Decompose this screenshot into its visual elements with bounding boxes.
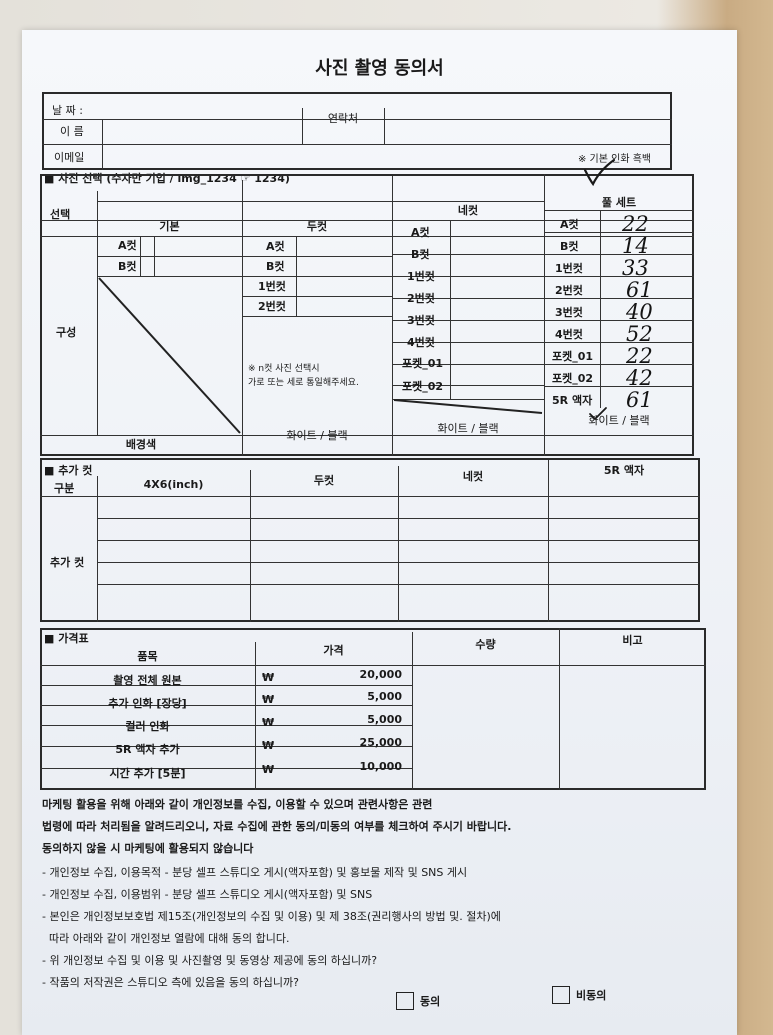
full-item-label: 4번컷 <box>555 328 583 341</box>
full-item-label: B컷 <box>560 240 579 253</box>
price-col-qty: 수량 <box>475 638 496 651</box>
contact-field[interactable] <box>386 109 670 143</box>
won-icon: ₩ <box>262 671 275 684</box>
ncut-note-line2: 가로 또는 세로 통일해주세요. <box>248 378 359 388</box>
consent-bold-line: 법령에 따라 처리됨을 알려드리오니, 자료 수집에 관한 동의/미동의 여부를… <box>42 820 512 833</box>
name-label: 이 름 <box>60 125 84 138</box>
price-value: 10,000 <box>359 760 402 773</box>
full-item-value[interactable]: 22 <box>626 344 653 368</box>
four-item: 2번컷 <box>407 292 435 305</box>
four-item: 포켓_02 <box>402 380 444 393</box>
selection-table <box>40 174 694 456</box>
full-item-label: 포켓_01 <box>552 350 594 363</box>
won-icon: ₩ <box>262 716 275 729</box>
price-item: 추가 인화 [장당] <box>108 697 187 710</box>
full-item-label: A컷 <box>560 218 579 231</box>
price-item: 컬러 인화 <box>125 720 170 733</box>
four-item: 포켓_01 <box>402 357 444 370</box>
bg-four-option[interactable]: 화이트 / 블랙 <box>437 422 499 435</box>
full-item-value[interactable]: 22 <box>622 212 649 236</box>
price-item: 시간 추가 [5분] <box>109 767 186 780</box>
select-label: 선택 <box>50 208 71 221</box>
four-item: 1번컷 <box>407 270 435 283</box>
price-col-item: 품목 <box>137 650 158 663</box>
full-item-value[interactable]: 61 <box>626 278 653 302</box>
four-item: 4번컷 <box>407 336 435 349</box>
bg-two-option[interactable]: 화이트 / 블랙 <box>286 429 348 442</box>
bg-full-option[interactable]: 화이트 / 블랙 <box>588 414 650 427</box>
consent-line: - 작품의 저작권은 스튜디오 측에 있음을 동의 하십니까? <box>42 976 299 989</box>
disagree-checkbox[interactable] <box>552 986 570 1004</box>
won-icon: ₩ <box>262 693 275 706</box>
four-item: 3번컷 <box>407 314 435 327</box>
full-item-value[interactable]: 33 <box>622 256 649 280</box>
four-item: A컷 <box>411 226 430 239</box>
won-icon: ₩ <box>262 763 275 776</box>
price-value: 5,000 <box>367 713 402 726</box>
full-item-label: 2번컷 <box>555 284 583 297</box>
extra-col-5r: 5R 액자 <box>603 464 645 477</box>
consent-line: - 본인은 개인정보보호법 제15조(개인정보의 수집 및 이용) 및 제 38… <box>42 910 501 923</box>
info-table <box>42 92 672 170</box>
price-item: 촬영 전체 원본 <box>113 674 182 687</box>
consent-bold-line: 마케팅 활용을 위해 아래와 같이 개인정보를 수집, 이용할 수 있으며 관련… <box>42 798 433 811</box>
price-value: 20,000 <box>359 668 402 681</box>
date-label: 날 짜 : <box>52 104 83 117</box>
basic-item: A컷 <box>118 239 137 252</box>
check-mark-icon <box>589 407 607 421</box>
composition-label: 구성 <box>56 326 77 339</box>
two-item: B컷 <box>266 260 285 273</box>
price-col-price: 가격 <box>323 644 344 657</box>
consent-bold-line: 동의하지 않을 시 마케팅에 활용되지 않습니다 <box>42 842 254 855</box>
disagree-label: 비동의 <box>576 989 607 1002</box>
consent-line: 따라 아래와 같이 개인정보 열람에 대해 동의 합니다. <box>42 932 290 945</box>
basic-item: B컷 <box>118 260 137 273</box>
col-four: 네컷 <box>457 204 479 217</box>
price-item: 5R 액자 추가 <box>115 743 180 756</box>
full-item-label: 포켓_02 <box>552 372 594 385</box>
extra-col-type: 구분 <box>54 482 75 495</box>
full-item-value[interactable]: 52 <box>626 322 653 346</box>
check-mark-icon <box>583 158 616 187</box>
full-item-label: 5R 액자 <box>552 394 593 407</box>
page-title: 사진 촬영 동의서 <box>315 58 444 79</box>
price-value: 25,000 <box>359 736 402 749</box>
extra-col-two: 두컷 <box>313 474 335 487</box>
col-full: 풀 세트 <box>601 196 637 209</box>
price-value: 5,000 <box>367 690 402 703</box>
full-item-value[interactable]: 40 <box>626 300 653 324</box>
full-item-value[interactable]: 61 <box>626 388 653 412</box>
agree-checkbox[interactable] <box>396 992 414 1010</box>
consent-line: - 개인정보 수집, 이용목적 - 분당 셀프 스튜디오 게시(액자포함) 및 … <box>42 866 468 879</box>
price-col-note: 비고 <box>622 634 643 647</box>
consent-line: - 개인정보 수집, 이용범위 - 분당 셀프 스튜디오 게시(액자포함) 및 … <box>42 888 373 901</box>
contact-label: 연락처 <box>327 112 359 125</box>
col-two: 두컷 <box>306 220 328 233</box>
extra-row-label: 추가 컷 <box>50 556 85 569</box>
four-item: B컷 <box>411 248 430 261</box>
full-item-label: 1번컷 <box>555 262 583 275</box>
consent-form-sheet: 사진 촬영 동의서 날 짜 : 이 름 연락처 이메일 ※ 기본 인화 흑백 ■… <box>22 30 737 1035</box>
bg-label: 배경색 <box>125 438 157 451</box>
full-item-value[interactable]: 14 <box>622 234 649 258</box>
two-item: 1번컷 <box>258 280 286 293</box>
email-label: 이메일 <box>54 151 85 164</box>
extra-col-four: 네컷 <box>462 470 484 483</box>
consent-line: - 위 개인정보 수집 및 이용 및 사진촬영 및 동영상 제공에 동의 하십니… <box>42 954 378 967</box>
agree-label: 동의 <box>420 995 441 1008</box>
two-item: 2번컷 <box>258 300 286 313</box>
four-unused-diagonal <box>393 399 543 414</box>
full-item-label: 3번컷 <box>555 306 583 319</box>
won-icon: ₩ <box>262 739 275 752</box>
price-table <box>40 628 706 790</box>
price-section-title: ■ 가격표 <box>44 632 89 645</box>
two-item: A컷 <box>266 240 285 253</box>
extra-col-4x6: 4X6(inch) <box>143 478 204 491</box>
basic-unused-diagonal <box>98 277 241 434</box>
col-basic: 기본 <box>159 220 180 233</box>
full-item-value[interactable]: 42 <box>626 366 653 390</box>
extra-section-title: ■ 추가 컷 <box>44 464 93 477</box>
ncut-note-line1: ※ n컷 사진 선택시 <box>248 364 320 374</box>
name-field[interactable] <box>104 120 300 143</box>
